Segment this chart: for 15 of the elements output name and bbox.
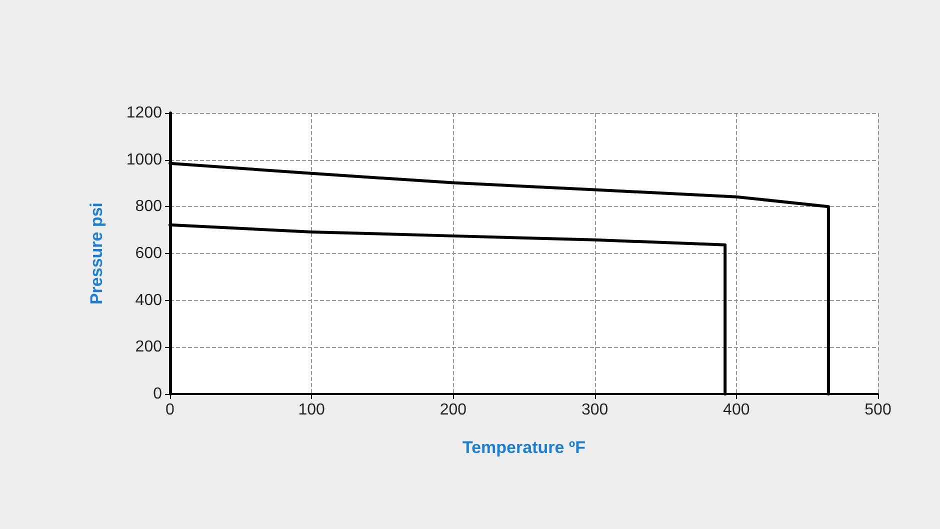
x-tick-label: 200: [440, 402, 467, 418]
y-tick-label: 0: [153, 386, 162, 402]
y-tick-label: 400: [135, 292, 162, 309]
y-axis-title: Pressure psi: [87, 202, 106, 305]
y-tick-label: 1000: [126, 151, 162, 168]
x-axis-title: Temperature ºF: [462, 438, 586, 457]
x-tick-label: 500: [864, 402, 892, 418]
y-tick-label: 800: [135, 198, 162, 216]
x-tick-label: 0: [166, 402, 175, 418]
x-tick-label: 100: [298, 402, 326, 418]
y-tick-label: 600: [135, 245, 162, 262]
y-tick-label: 200: [135, 338, 162, 356]
y-tick-label: 1200: [126, 104, 162, 122]
x-tick-label: 400: [723, 402, 750, 418]
x-tick-label: 300: [581, 402, 608, 418]
